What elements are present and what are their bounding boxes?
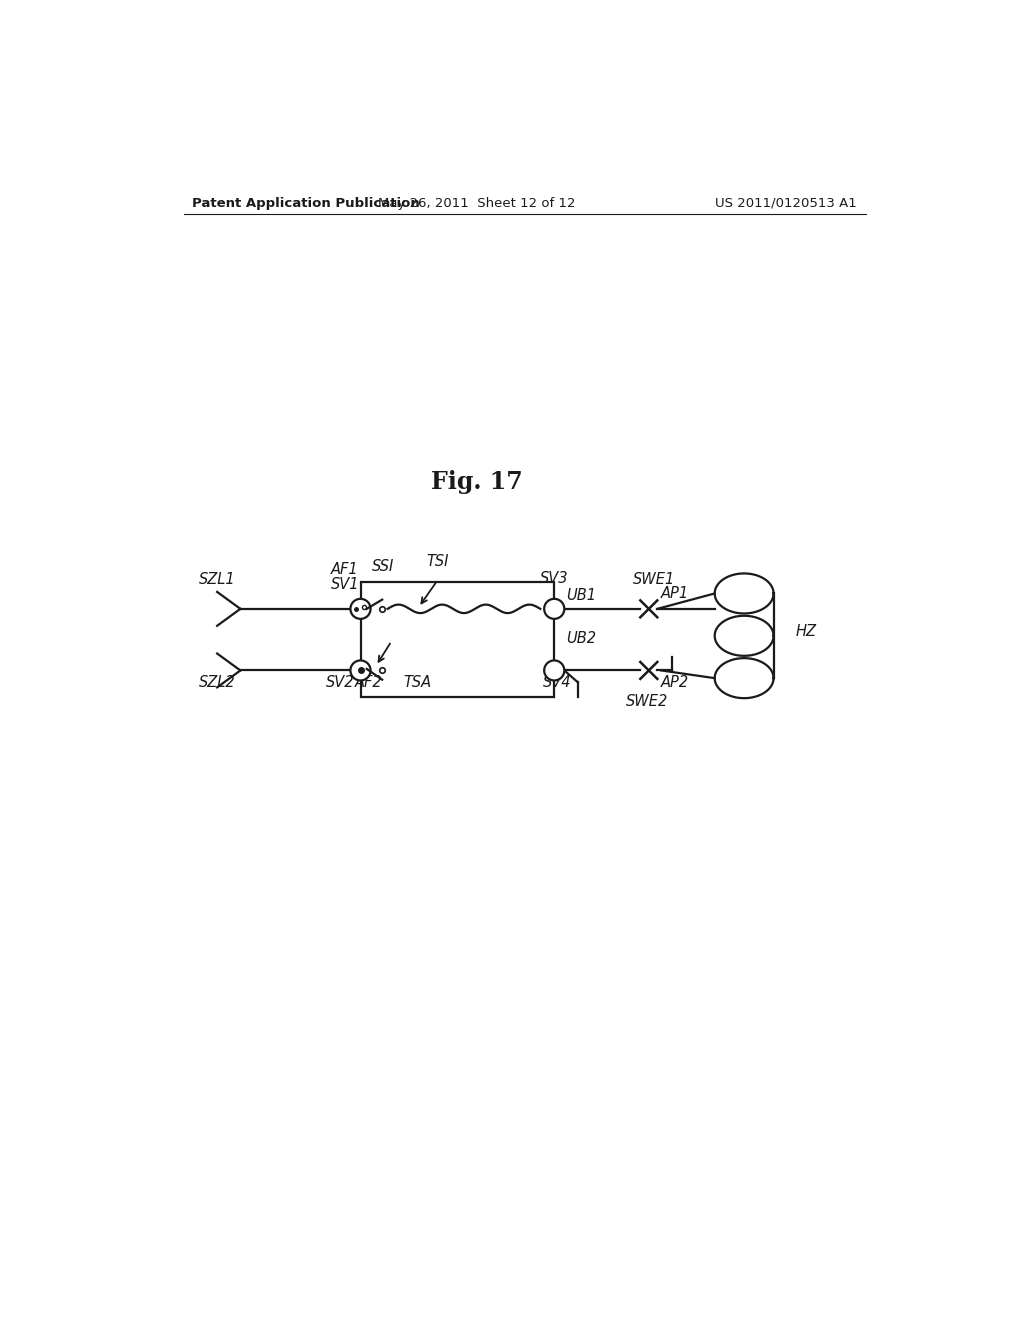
Text: Patent Application Publication: Patent Application Publication xyxy=(191,197,419,210)
Text: SV4: SV4 xyxy=(543,675,571,690)
Bar xyxy=(360,582,554,697)
Text: AF2: AF2 xyxy=(354,675,382,690)
Circle shape xyxy=(544,660,564,681)
Text: SSI: SSI xyxy=(372,560,394,574)
Text: SV2: SV2 xyxy=(326,675,354,690)
Text: TSA: TSA xyxy=(403,675,431,690)
Text: US 2011/0120513 A1: US 2011/0120513 A1 xyxy=(715,197,856,210)
Text: SZL1: SZL1 xyxy=(200,573,236,587)
Text: AP1: AP1 xyxy=(662,586,689,601)
Text: UB2: UB2 xyxy=(566,631,596,645)
Text: SV1: SV1 xyxy=(331,577,359,591)
Text: AP2: AP2 xyxy=(662,675,689,690)
Text: HZ: HZ xyxy=(796,624,817,639)
Text: SZL2: SZL2 xyxy=(200,675,236,690)
Text: SWE2: SWE2 xyxy=(626,693,668,709)
Text: May 26, 2011  Sheet 12 of 12: May 26, 2011 Sheet 12 of 12 xyxy=(378,197,575,210)
Text: AF1: AF1 xyxy=(331,561,358,577)
Text: UB1: UB1 xyxy=(566,587,596,603)
Circle shape xyxy=(350,660,371,681)
Circle shape xyxy=(350,599,371,619)
Circle shape xyxy=(544,599,564,619)
Text: SV3: SV3 xyxy=(541,570,568,586)
Text: SWE1: SWE1 xyxy=(633,573,676,587)
Text: TSI: TSI xyxy=(426,554,449,569)
Text: Fig. 17: Fig. 17 xyxy=(431,470,522,494)
